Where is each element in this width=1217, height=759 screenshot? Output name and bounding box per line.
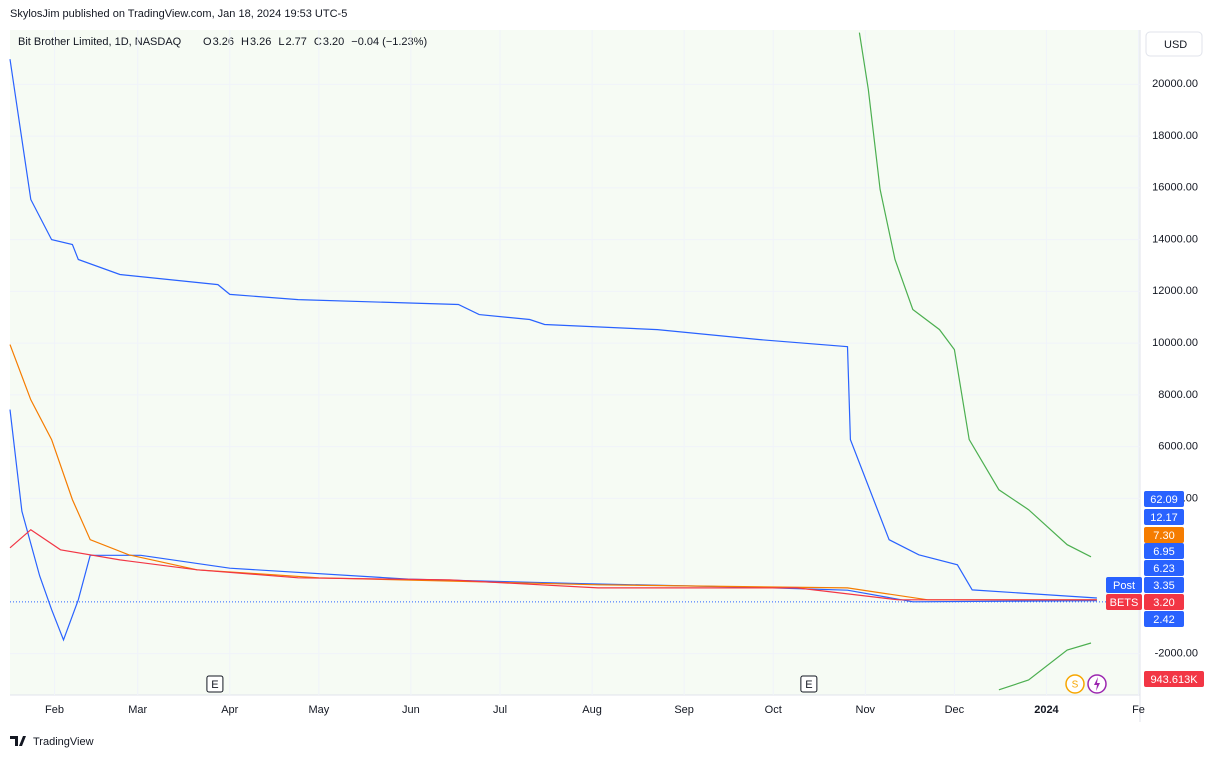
price-badge-label: 943.613K [1150, 674, 1198, 686]
y-tick-label: 6000.00 [1158, 441, 1198, 453]
x-tick-label: 2024 [1034, 704, 1059, 716]
ohlc-value: 3.26 [250, 36, 271, 48]
price-badge-label: 2.42 [1153, 614, 1174, 626]
event-label: E [211, 679, 218, 691]
ohlc-value: 2.77 [285, 36, 306, 48]
price-badge [1106, 594, 1142, 610]
price-badge [1144, 594, 1184, 610]
x-tick-label: Dec [945, 704, 965, 716]
series-line [998, 642, 1092, 691]
x-tick-label: Jun [402, 704, 420, 716]
x-tick-label: Oct [765, 704, 782, 716]
logo-mark [10, 736, 26, 746]
x-tick-label: Fe [1132, 704, 1145, 716]
y-tick-label: 20000.00 [1152, 78, 1198, 90]
currency-button[interactable] [1145, 31, 1203, 57]
split-icon[interactable] [1065, 674, 1085, 694]
y-tick-label: 8000.00 [1158, 389, 1198, 401]
price-badge-label: 3.35 [1153, 580, 1174, 592]
price-badge [1144, 509, 1184, 525]
x-tick-label: Jul [493, 704, 507, 716]
price-badge-label: 7.30 [1153, 530, 1174, 542]
ohlc-key: H [241, 36, 249, 48]
price-badge-label: 62.09 [1150, 494, 1178, 506]
price-badge-label: 6.23 [1153, 563, 1174, 575]
news-icon-bolt [1094, 677, 1100, 691]
symbol-title: Bit Brother Limited, 1D, NASDAQ [18, 36, 182, 48]
ohlc-value: 3.20 [323, 36, 344, 48]
ohlc-legend: O 3.26 H 3.26 L 2.77 C 3.20 −0.04 (−1.23%) [203, 36, 427, 48]
price-badge [1144, 543, 1184, 559]
change: −0.04 (−1.23%) [351, 36, 427, 48]
price-badge [1144, 560, 1184, 576]
event-label: E [805, 679, 812, 691]
price-badge [1144, 577, 1184, 593]
price-badge [1144, 527, 1184, 543]
brand: TradingView [33, 736, 94, 748]
series-line [858, 32, 1092, 558]
plot-area [10, 30, 1140, 695]
price-badge [1106, 577, 1142, 593]
series-line [9, 409, 1097, 642]
price-badge-label: 12.17 [1150, 512, 1178, 524]
price-badge [1144, 611, 1184, 627]
ohlc-key: C [314, 36, 322, 48]
price-badge-label: 3.20 [1153, 597, 1174, 609]
brand-logo [10, 736, 26, 746]
y-tick-label: 16000.00 [1152, 182, 1198, 194]
series-line [9, 59, 1097, 599]
y-tick-label: -2000.00 [1155, 648, 1198, 660]
series-line [9, 528, 1097, 601]
x-tick-label: Aug [582, 704, 602, 716]
ohlc-key: L [278, 36, 284, 48]
y-tick-label: 12000.00 [1152, 285, 1198, 297]
x-tick-label: Feb [45, 704, 64, 716]
x-tick-label: Sep [674, 704, 694, 716]
x-tick-label: Nov [856, 704, 876, 716]
price-badge [1144, 671, 1204, 687]
price-badge-label: Post [1113, 580, 1135, 592]
ohlc-key: O [203, 36, 212, 48]
x-tick-label: Mar [128, 704, 147, 716]
y-tick-label: 10000.00 [1152, 337, 1198, 349]
price-badge [1144, 491, 1184, 507]
y-tick-label: 14000.00 [1152, 233, 1198, 245]
x-tick-label: Apr [221, 704, 238, 716]
ohlc-value: 3.26 [213, 36, 234, 48]
publisher-line: SkylosJim published on TradingView.com, … [10, 8, 347, 20]
currency[interactable]: USD [1164, 39, 1187, 51]
series-line [9, 344, 1097, 601]
price-badge-label: 6.95 [1153, 546, 1174, 558]
price-badge-label: BETS [1110, 597, 1139, 609]
event-marker [800, 675, 818, 693]
event-marker [206, 675, 224, 693]
split-icon-letter: S [1072, 680, 1079, 691]
x-tick-label: May [308, 704, 329, 716]
y-tick-label: 18000.00 [1152, 130, 1198, 142]
